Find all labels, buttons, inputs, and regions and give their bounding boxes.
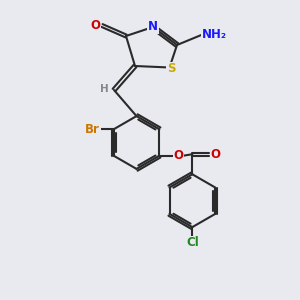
- Text: H: H: [100, 83, 109, 94]
- Text: S: S: [167, 62, 175, 76]
- Text: O: O: [211, 148, 220, 161]
- Text: O: O: [90, 19, 100, 32]
- Text: Cl: Cl: [186, 236, 199, 249]
- Text: NH₂: NH₂: [201, 28, 226, 41]
- Text: Br: Br: [85, 123, 100, 136]
- Text: O: O: [174, 149, 184, 162]
- Text: N: N: [148, 20, 158, 34]
